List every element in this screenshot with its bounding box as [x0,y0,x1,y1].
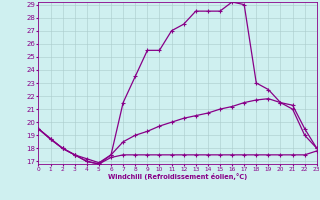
X-axis label: Windchill (Refroidissement éolien,°C): Windchill (Refroidissement éolien,°C) [108,173,247,180]
